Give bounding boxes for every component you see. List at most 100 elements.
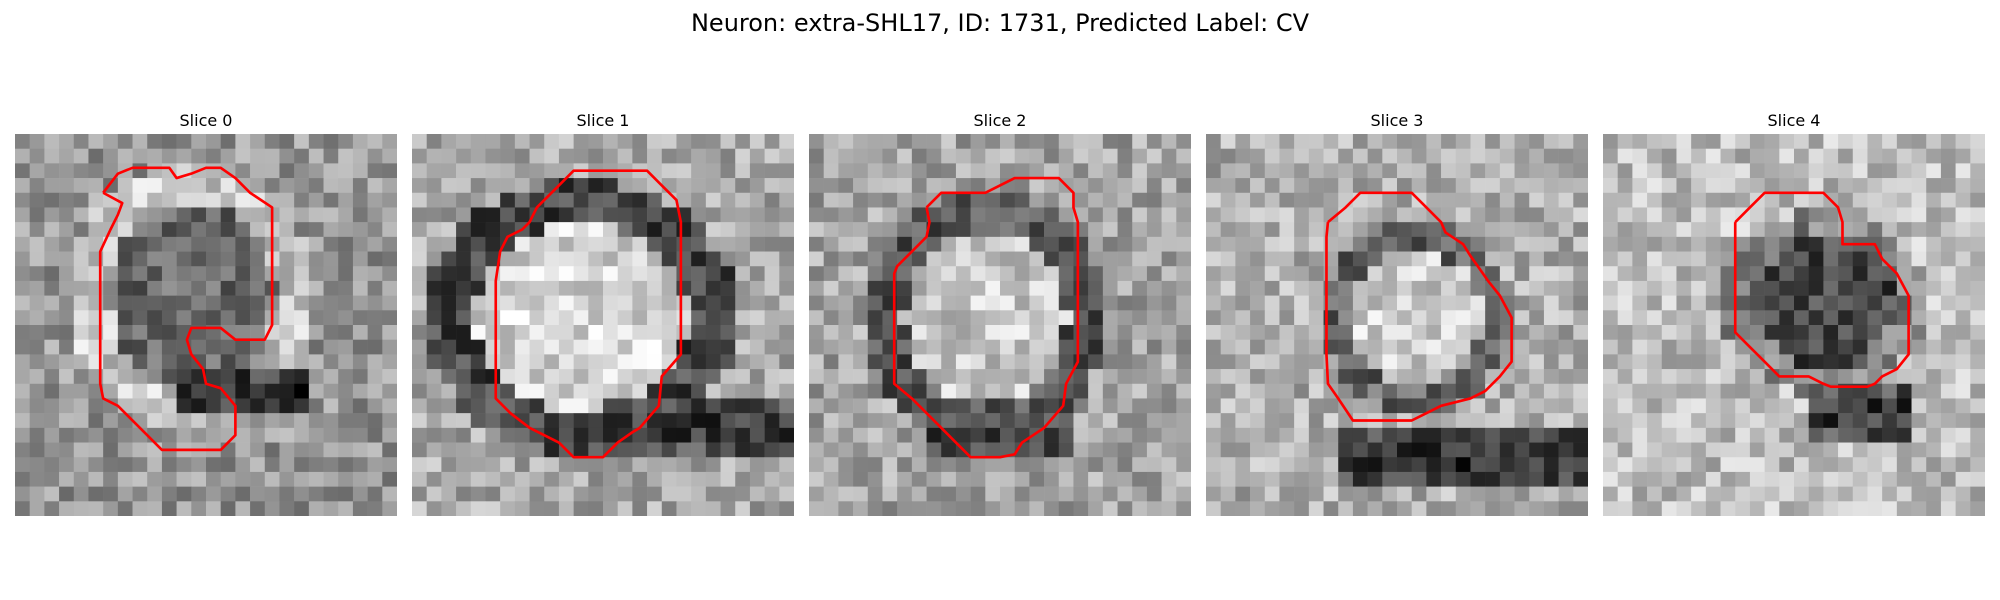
image-pixel: [88, 486, 104, 502]
image-pixel: [147, 471, 163, 487]
image-pixel: [514, 501, 530, 516]
image-pixel: [1691, 457, 1707, 473]
image-pixel: [970, 222, 986, 238]
image-pixel: [1955, 280, 1971, 296]
image-pixel: [1499, 427, 1515, 443]
image-pixel: [1529, 471, 1545, 487]
image-pixel: [588, 222, 604, 238]
slice-image: [1603, 134, 1985, 516]
image-pixel: [352, 471, 368, 487]
image-pixel: [59, 501, 75, 516]
image-pixel: [1735, 134, 1751, 149]
image-pixel: [1073, 471, 1089, 487]
image-pixel: [323, 192, 339, 208]
image-pixel: [367, 163, 383, 179]
image-pixel: [44, 427, 60, 443]
image-pixel: [206, 339, 221, 355]
image-pixel: [867, 398, 883, 414]
image-pixel: [1455, 339, 1471, 355]
image-pixel: [352, 369, 368, 385]
image-pixel: [1926, 413, 1942, 429]
image-pixel: [485, 457, 501, 473]
image-pixel: [1926, 354, 1942, 370]
image-pixel: [926, 369, 942, 385]
image-pixel: [529, 163, 545, 179]
image-pixel: [103, 501, 119, 516]
image-pixel: [661, 295, 677, 311]
image-pixel: [485, 163, 501, 179]
image-pixel: [1823, 134, 1839, 149]
image-pixel: [1029, 178, 1045, 194]
image-pixel: [352, 192, 368, 208]
image-pixel: [514, 442, 530, 458]
image-pixel: [132, 148, 148, 164]
image-pixel: [970, 148, 986, 164]
image-pixel: [367, 383, 383, 399]
image-pixel: [485, 148, 501, 164]
image-pixel: [1220, 163, 1236, 179]
image-pixel: [1000, 369, 1015, 385]
image-pixel: [382, 192, 397, 208]
image-pixel: [1073, 134, 1089, 149]
image-pixel: [15, 442, 30, 458]
image-pixel: [941, 310, 957, 326]
image-pixel: [1558, 413, 1574, 429]
image-pixel: [1411, 148, 1427, 164]
image-pixel: [588, 148, 604, 164]
image-pixel: [1838, 310, 1854, 326]
image-pixel: [647, 325, 663, 340]
image-pixel: [1161, 471, 1177, 487]
image-pixel: [1308, 207, 1324, 223]
image-pixel: [1867, 192, 1883, 208]
image-pixel: [573, 486, 589, 502]
image-pixel: [323, 295, 339, 311]
image-pixel: [1558, 251, 1574, 267]
image-pixel: [1691, 295, 1707, 311]
image-pixel: [44, 398, 60, 414]
image-pixel: [867, 457, 883, 473]
image-pixel: [15, 413, 30, 429]
image-pixel: [367, 354, 383, 370]
image-pixel: [220, 251, 236, 267]
image-pixel: [147, 251, 163, 267]
image-pixel: [1485, 486, 1501, 502]
image-pixel: [809, 383, 824, 399]
image-pixel: [749, 251, 765, 267]
image-pixel: [529, 148, 545, 164]
image-pixel: [294, 280, 310, 296]
image-pixel: [1970, 427, 1985, 443]
image-pixel: [88, 471, 104, 487]
image-pixel: [1543, 354, 1559, 370]
image-pixel: [838, 383, 854, 399]
image-pixel: [617, 148, 633, 164]
image-pixel: [426, 236, 442, 252]
image-pixel: [1073, 192, 1089, 208]
image-pixel: [1102, 427, 1118, 443]
image-pixel: [235, 192, 251, 208]
image-pixel: [1279, 251, 1295, 267]
image-pixel: [1088, 163, 1104, 179]
image-pixel: [1764, 178, 1780, 194]
image-pixel: [294, 369, 310, 385]
image-pixel: [191, 486, 207, 502]
image-pixel: [1264, 295, 1280, 311]
image-pixel: [279, 222, 295, 238]
image-pixel: [470, 442, 486, 458]
image-pixel: [897, 427, 913, 443]
image-pixel: [1691, 178, 1707, 194]
image-pixel: [735, 148, 751, 164]
image-pixel: [809, 369, 824, 385]
image-pixel: [308, 339, 324, 355]
image-pixel: [1367, 427, 1383, 443]
image-pixel: [485, 398, 501, 414]
image-pixel: [838, 148, 854, 164]
image-pixel: [1499, 222, 1515, 238]
image-pixel: [1720, 266, 1736, 282]
image-pixel: [882, 471, 898, 487]
image-pixel: [338, 236, 354, 252]
image-pixel: [970, 442, 986, 458]
image-pixel: [897, 236, 913, 252]
image-pixel: [1029, 236, 1045, 252]
image-pixel: [691, 325, 707, 340]
image-pixel: [1397, 222, 1412, 238]
